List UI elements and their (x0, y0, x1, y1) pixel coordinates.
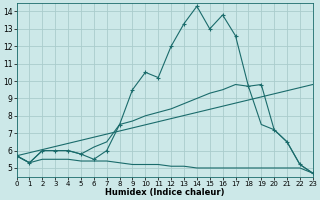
X-axis label: Humidex (Indice chaleur): Humidex (Indice chaleur) (105, 188, 224, 197)
